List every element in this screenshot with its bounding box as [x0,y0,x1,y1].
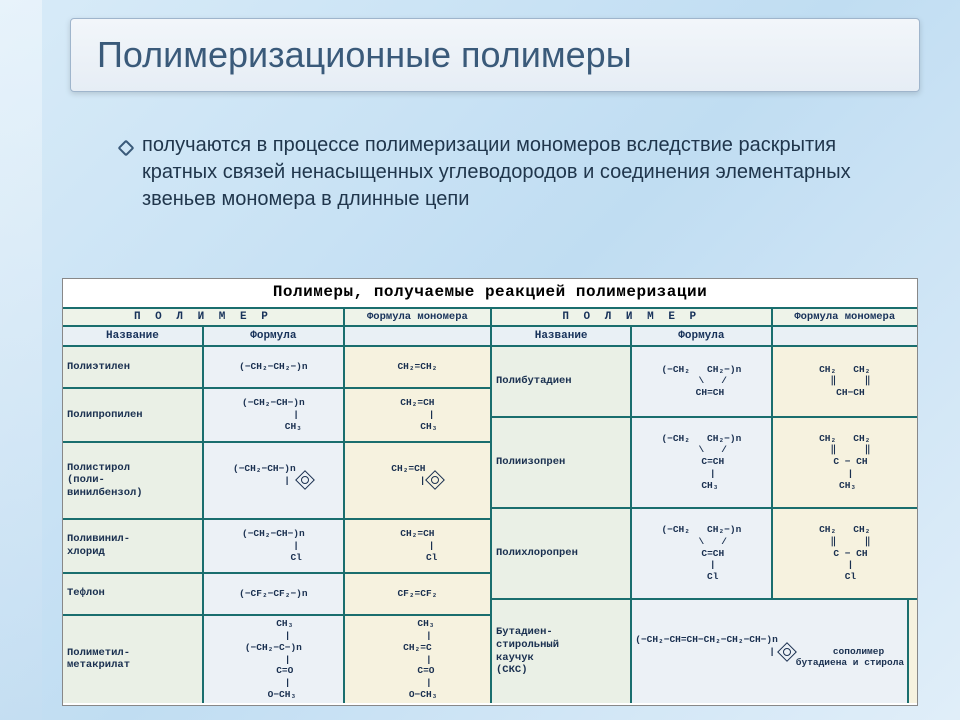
cell-name: Полиметил- метакрилат [63,616,204,703]
cell-name: Поливинил- хлорид [63,520,204,572]
cell-monomer: CH₃ | CH₂=C | C=O | O−CH₃ [345,616,490,703]
table-row: Полистирол (поли- винилбензол)(−CH₂−CH−)… [63,443,490,520]
cell-name: Бутадиен- стирольный каучук (СКС) [492,600,632,703]
cell-formula: (−CH₂−CH−)n | [204,443,345,518]
slide-left-margin [0,0,42,720]
table-row: Поливинил- хлорид(−CH₂−CH−)n | ClCH₂=CH … [63,520,490,574]
cell-formula: (−CH₂−CH−)n | Cl [204,520,345,572]
cell-name: Полистирол (поли- винилбензол) [63,443,204,518]
table-row: Тефлон(−CF₂−CF₂−)nCF₂=CF₂ [63,574,490,616]
table-row: Полиизопрен(−CH₂ CH₂−)n \ / C=CH | CH₃CH… [492,418,917,509]
page-title: Полимеризационные полимеры [97,34,632,76]
cell-monomer: CH₂ CH₂ ‖ ‖ C − CH | CH₃ [773,418,918,507]
subheader-row: Название Формула [492,327,917,347]
subhdr-formula: Формула [632,327,772,345]
subhdr-blank [773,327,918,345]
table-right-half: П О Л И М Е Р Формула мономера Название … [490,309,917,703]
table-row: Полибутадиен(−CH₂ CH₂−)n \ / CH=CHCH₂ CH… [492,347,917,418]
cell-name: Полипропилен [63,389,204,441]
bullet-item: получаются в процессе полимеризации моно… [120,132,900,213]
header-row: П О Л И М Е Р Формула мономера [492,309,917,327]
table-row: Полипропилен(−CH₂−CH−)n | CH₃CH₂=CH | CH… [63,389,490,443]
cell-name: Полиизопрен [492,418,632,507]
table-row: Полихлоропрен(−CH₂ CH₂−)n \ / C=CH | ClC… [492,509,917,600]
cell-monomer: CH₂ CH₂ ‖ ‖ C − CH | Cl [773,509,918,598]
cell-monomer: CH₂ CH₂ ‖ ‖ CH−CH [773,347,918,416]
cell-name: Полиэтилен [63,347,204,387]
table-left-half: П О Л И М Е Р Формула мономера Название … [63,309,490,703]
polymer-table: Полимеры, получаемые реакцией полимериза… [62,278,918,706]
subheader-row: Название Формула [63,327,490,347]
table-row: Полиметил- метакрилат CH₃ | (−CH₂−C−)n |… [63,616,490,703]
subhdr-blank [345,327,490,345]
table-row: Бутадиен- стирольный каучук (СКС)(−CH₂−C… [492,600,917,703]
cell-formula: (−CH₂ CH₂−)n \ / C=CH | Cl [632,509,772,598]
cell-monomer: CH₂=CH | [345,443,490,518]
cell-formula: (−CF₂−CF₂−)n [204,574,345,614]
hdr-monomer: Формула мономера [345,309,490,325]
cell-formula: (−CH₂−CH=CH−CH₂−CH₂−CH−)n | сополимер бу… [632,600,909,703]
cell-monomer: CH₂=CH | CH₃ [345,389,490,441]
cell-name: Тефлон [63,574,204,614]
cell-formula: (−CH₂−CH−)n | CH₃ [204,389,345,441]
right-body: Полибутадиен(−CH₂ CH₂−)n \ / CH=CHCH₂ CH… [492,347,917,703]
table-super-title: Полимеры, получаемые реакцией полимериза… [63,279,917,307]
hdr-monomer: Формула мономера [773,309,918,325]
bullet-block: получаются в процессе полимеризации моно… [120,132,900,213]
cell-monomer [909,600,917,703]
left-body: Полиэтилен(−CH₂−CH₂−)nCH₂=CH₂Полипропиле… [63,347,490,703]
cell-formula: CH₃ | (−CH₂−C−)n | C=O | O−CH₃ [204,616,345,703]
title-bar: Полимеризационные полимеры [70,18,920,92]
subhdr-name: Название [492,327,632,345]
hdr-polymer: П О Л И М Е Р [63,309,345,325]
subhdr-formula: Формула [204,327,345,345]
cell-monomer: CH₂=CH | Cl [345,520,490,572]
table-columns: П О Л И М Е Р Формула мономера Название … [63,307,917,703]
cell-formula: (−CH₂−CH₂−)n [204,347,345,387]
hdr-polymer: П О Л И М Е Р [492,309,773,325]
cell-name: Полихлоропрен [492,509,632,598]
cell-name: Полибутадиен [492,347,632,416]
header-row: П О Л И М Е Р Формула мономера [63,309,490,327]
subhdr-name: Название [63,327,204,345]
cell-monomer: CF₂=CF₂ [345,574,490,614]
cell-monomer: CH₂=CH₂ [345,347,490,387]
cell-formula: (−CH₂ CH₂−)n \ / C=CH | CH₃ [632,418,772,507]
cell-formula: (−CH₂ CH₂−)n \ / CH=CH [632,347,772,416]
table-row: Полиэтилен(−CH₂−CH₂−)nCH₂=CH₂ [63,347,490,389]
